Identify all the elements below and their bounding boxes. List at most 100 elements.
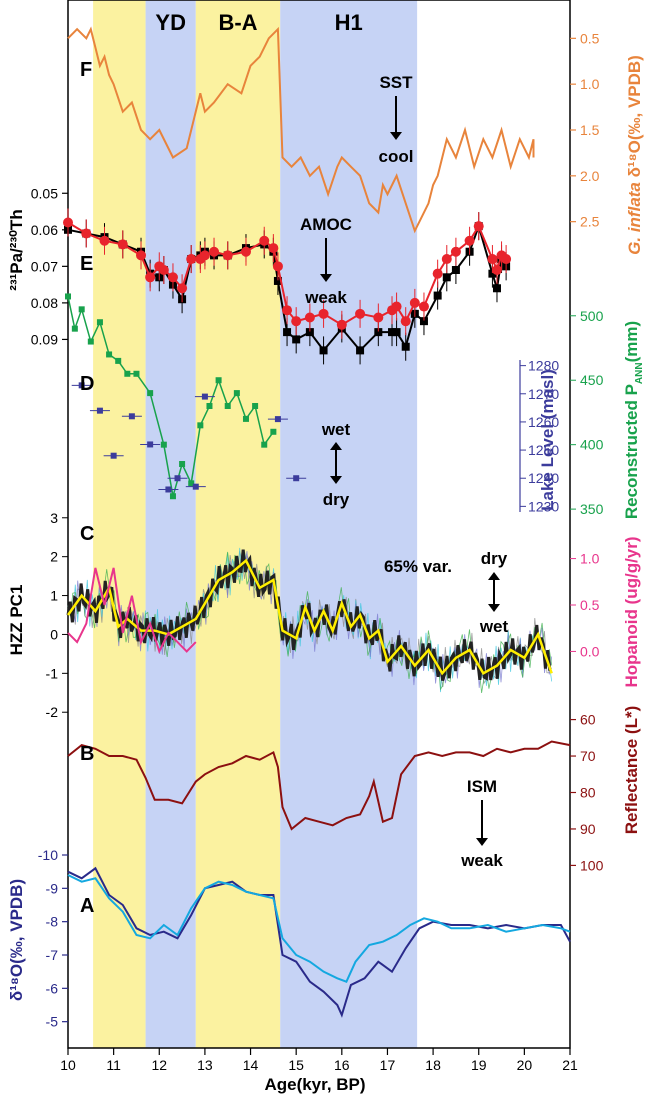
e-point-circle [81,228,92,239]
y-tick-label: 100 [580,857,604,873]
y-tick-label: 1.5 [580,122,600,138]
annotation-weak-e: weak [304,288,347,307]
lake-point [110,452,117,459]
c-smooth-line [66,558,553,676]
lake-point [201,393,208,400]
plot-frame [67,0,571,1049]
annotation-ism: ISM [467,777,497,796]
y-tick-label: -10 [38,847,58,863]
lake-tick-label: 1250 [528,442,559,458]
y-tick-label: 2.5 [580,214,600,230]
lake-point [147,441,154,448]
e-point-circle [441,254,452,265]
e-point-circle [491,265,502,275]
e-point-circle [418,301,429,312]
e-point-circle [268,243,279,254]
y-tick-label: 0.08 [31,295,58,311]
annotation-weak-b: weak [460,851,503,870]
e-point-circle [282,305,293,316]
lake-point [96,407,103,414]
annotation-65-var: 65% var. [384,557,452,576]
precip-point [115,357,122,364]
e-point-square [492,284,501,293]
precip-tick-label: 400 [580,437,604,453]
e-point-circle [291,316,302,327]
axis-label-a: δ¹⁸O(‰, VPDB) [7,879,26,1001]
e-point-circle [355,308,366,319]
e-point-circle [199,250,210,261]
e-point-square [273,276,282,285]
precip-point [87,338,94,345]
lake-tick-label: 1260 [528,414,559,430]
precip-point [96,319,103,326]
precip-point [179,461,186,467]
panel-letter-a: A [80,895,94,917]
lake-tick-label: 1270 [528,386,559,402]
x-tick-label: 21 [562,1057,578,1073]
annotation-arrows [320,96,500,846]
e-point-square [419,317,428,326]
e-point-circle [136,250,147,261]
axis-label-hopanoid: Hopanoid (ug/g/yr) [622,536,641,687]
panel-b: 60 70 80 90 100 [67,712,604,873]
precip-point [197,422,204,429]
axis-label-f-species: G. inflata [625,182,644,255]
e-point-circle [409,297,420,308]
y-tick-label: 80 [580,785,596,801]
x-tick-label: 18 [425,1057,441,1073]
f-series-line [67,26,535,234]
e-point-circle [145,272,156,283]
band-2 [195,0,281,1048]
c-tick-label: 0 [50,626,58,642]
y-tick-label: -5 [46,1014,59,1030]
e-point-square [401,342,410,351]
hop-tick-label: 0.5 [580,597,600,613]
lake-tick-label: 1280 [528,358,559,374]
e-point-circle [186,254,197,265]
e-point-circle [240,246,251,257]
e-point-square [319,346,328,355]
arrow-amoc-head [320,274,332,282]
e-point-circle [501,254,512,265]
arrow-sst-head [390,132,402,140]
band-label-b-a: B-A [218,10,257,35]
e-point-circle [272,261,283,272]
annotation-dry-c: dry [481,549,508,568]
precip-point [65,293,71,300]
x-tick-label: 15 [288,1057,304,1073]
lake-point [165,486,172,493]
arrow-dry-wet-c-head-up [488,572,500,580]
e-point-circle [158,265,169,275]
precip-point [206,403,213,409]
e-point-square [292,335,301,344]
panel-a: -10 -9 -8 -7 -6 -5 [38,847,571,1030]
hop-tick-label: 1.0 [580,551,600,567]
e-point-circle [473,221,484,232]
panel-letter-d: D [80,373,94,395]
y-tick-label: 2.0 [580,168,600,184]
hop-tick-label: 0.0 [580,643,600,659]
arrow-dry-wet-c-head-down [488,604,500,612]
e-point-square [451,266,460,274]
y-tick-label: 1.0 [580,76,600,92]
precip-tick-label: 350 [580,501,604,517]
precip-tick-label: 500 [580,308,604,324]
axis-label-precip-unit: (mm) [622,321,641,363]
axis-label-reflectance: Reflectance (L*) [622,706,641,834]
x-tick-label: 11 [106,1057,121,1073]
arrow-ism-head [476,838,488,846]
precip-point [233,390,240,397]
c-tick-label: 1 [50,588,58,604]
panel-c: -2 -1 0 1 2 3 0.0 0.5 1.0 [46,510,600,720]
e-point-square [433,291,442,300]
e-point-circle [318,308,329,319]
lake-point [192,483,199,490]
annotation-cool: cool [379,147,414,166]
c-tick-label: 2 [50,549,58,565]
lake-point [78,382,85,389]
annotation-amoc: AMOC [300,215,352,234]
lake-point [274,416,281,423]
e-point-circle [167,272,178,283]
x-tick-label: 17 [380,1057,396,1073]
panel-letter-c: C [80,523,94,545]
